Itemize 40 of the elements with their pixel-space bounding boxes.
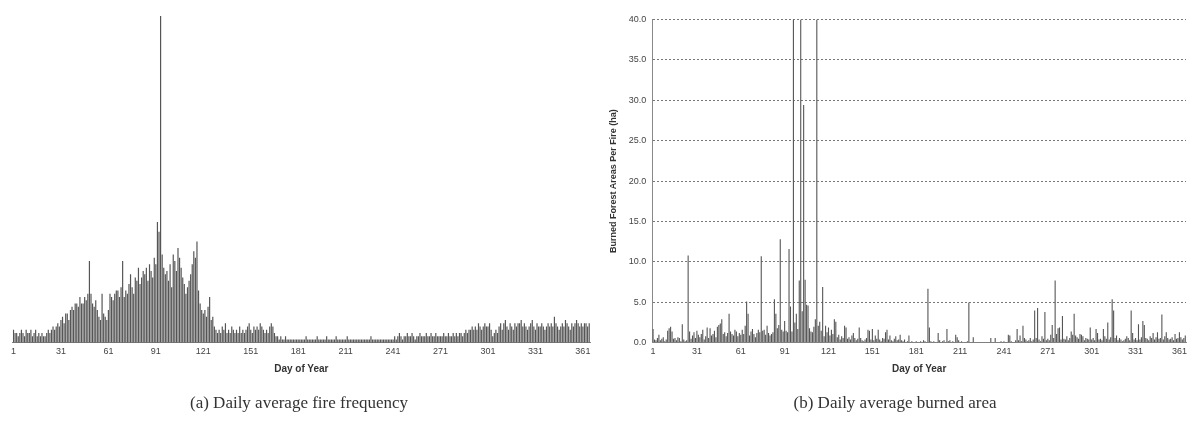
y-tick-label: 40.0 (628, 13, 647, 24)
x-tick-label: 301 (1084, 345, 1100, 356)
y-tick-label: 10.0 (628, 256, 647, 267)
x-tick-label: 211 (338, 345, 353, 356)
y-tick-label: 25.0 (628, 135, 647, 146)
x-tick-label: 91 (779, 345, 790, 356)
x-tick-label: 331 (527, 345, 543, 356)
x-tick-label: 61 (735, 345, 746, 356)
x-tick-label: 181 (290, 345, 306, 356)
x-tick-label: 271 (1040, 345, 1056, 356)
x-axis-title: Day of Year (274, 363, 329, 375)
x-axis-title: Day of Year (892, 363, 947, 375)
y-tick-label: 35.0 (628, 54, 647, 65)
x-tick-label: 241 (385, 345, 401, 356)
x-tick-label: 121 (195, 345, 211, 356)
x-tick-label: 121 (820, 345, 837, 356)
x-tick-label: 361 (1171, 345, 1187, 356)
x-tick-label: 151 (864, 345, 880, 356)
x-tick-label: 1 (10, 345, 17, 356)
text: (b) Daily average burned area (793, 393, 997, 413)
x-tick-label: 91 (150, 345, 161, 356)
x-tick-label: 301 (480, 345, 496, 356)
y-axis-title: Burned Forest Areas Per Fire (ha) (607, 109, 618, 253)
x-tick-label: 241 (996, 345, 1012, 356)
x-tick-label: 331 (1128, 345, 1144, 356)
x-tick-label: 31 (55, 345, 66, 356)
x-tick-label: 151 (243, 345, 259, 356)
y-tick-label: 20.0 (628, 175, 647, 186)
x-tick-label: 181 (908, 345, 924, 356)
x-tick-label: 61 (103, 345, 114, 356)
x-tick-label: 31 (691, 345, 702, 356)
y-tick-label: 0.0 (633, 337, 647, 348)
x-tick-label: 211 (952, 345, 968, 356)
x-tick-label: 271 (433, 345, 449, 356)
y-tick-label: 15.0 (628, 216, 647, 227)
y-tick-label: 5.0 (633, 296, 647, 307)
x-tick-label: 361 (575, 345, 591, 356)
text: (a) Daily average fire frequency (189, 393, 409, 413)
x-tick-label: 1 (650, 345, 656, 356)
y-tick-label: 30.0 (628, 94, 647, 105)
